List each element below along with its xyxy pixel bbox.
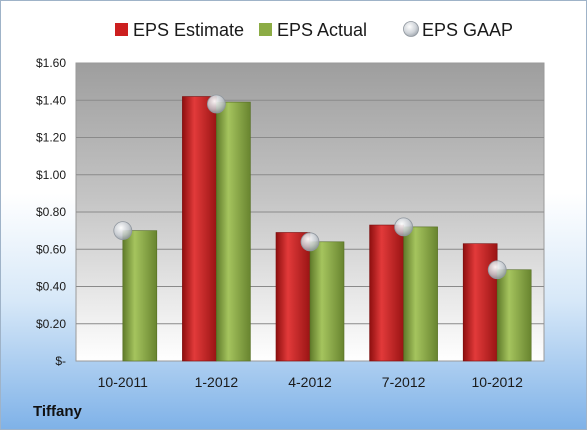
y-tick-label: $1.40 xyxy=(36,93,66,107)
marker-eps-gaap xyxy=(394,217,414,237)
x-category-label: 4-2012 xyxy=(288,374,332,390)
gaap-markers xyxy=(113,94,507,280)
legend-swatch xyxy=(115,23,128,36)
bar-eps-actual xyxy=(309,241,345,362)
bar-eps-estimate xyxy=(275,232,311,362)
bar-eps-estimate xyxy=(182,96,217,362)
y-tick-label: $0.40 xyxy=(36,280,66,294)
y-tick-label: $1.60 xyxy=(36,56,66,70)
bar-eps-actual xyxy=(496,269,532,362)
marker-eps-gaap xyxy=(300,232,320,252)
bar-eps-actual xyxy=(403,226,438,362)
x-category-label: 1-2012 xyxy=(195,374,239,390)
bars xyxy=(122,96,532,362)
marker-eps-gaap xyxy=(487,260,507,280)
y-tick-label: $0.20 xyxy=(36,317,66,331)
bar-eps-estimate xyxy=(462,243,498,362)
x-category-label: 10-2011 xyxy=(98,374,149,390)
y-tick-label: $1.00 xyxy=(36,168,66,182)
legend-entry: EPS Actual xyxy=(277,20,367,40)
y-tick-label: $1.20 xyxy=(36,131,66,145)
y-axis-ticks: $- $0.20 $0.40 $0.60 $0.80 $1.00 $1.20 $1.40 $1.… xyxy=(36,56,66,368)
bar-eps-actual xyxy=(122,230,158,362)
legend-swatch-gaap xyxy=(403,21,419,37)
company-label: Tiffany xyxy=(33,403,82,420)
marker-eps-gaap xyxy=(206,94,226,114)
y-tick-label: $0.60 xyxy=(36,242,66,256)
legend-entry: EPS Estimate xyxy=(133,20,244,40)
y-tick-label: $- xyxy=(55,354,66,368)
x-category-label: 7-2012 xyxy=(382,374,426,390)
legend-swatch xyxy=(259,23,272,36)
bar-eps-estimate xyxy=(369,224,404,362)
x-axis-categories: 10-2011 1-2012 4-2012 7-2012 10-2012 xyxy=(98,374,523,390)
x-category-label: 10-2012 xyxy=(472,374,524,390)
bar-eps-actual xyxy=(216,101,251,362)
y-tick-label: $0.80 xyxy=(36,205,66,219)
chart-legend: EPS Estimate EPS Actual EPS GAAP xyxy=(115,20,513,40)
marker-eps-gaap xyxy=(113,221,133,241)
legend-entry: EPS GAAP xyxy=(422,20,513,40)
